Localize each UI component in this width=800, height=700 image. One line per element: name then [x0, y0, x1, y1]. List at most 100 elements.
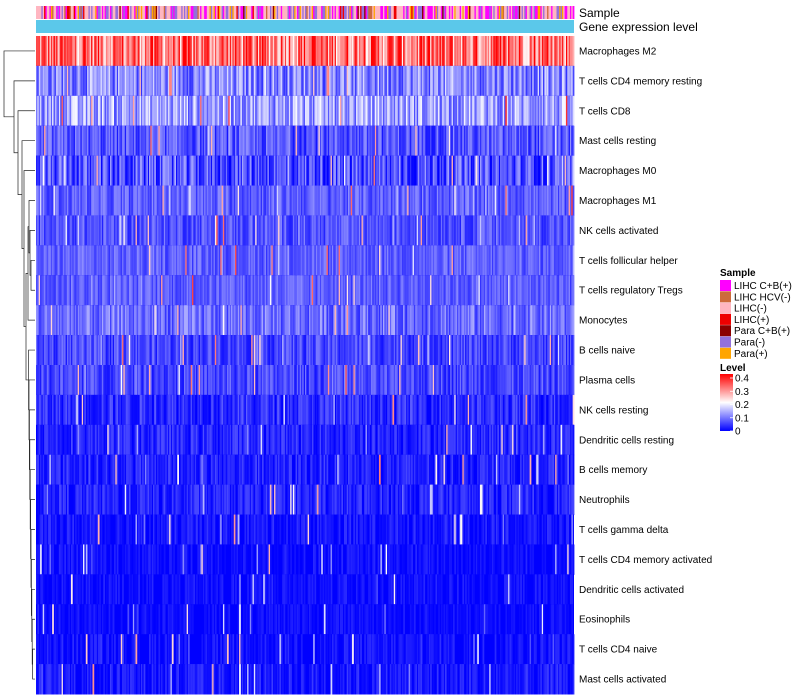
sample-annotation-cell [388, 6, 391, 19]
sample-annotation-cell [481, 6, 483, 19]
row-label: T cells gamma delta [579, 525, 669, 536]
sample-annotation-cell [165, 6, 167, 19]
sample-annotation-cell [93, 6, 96, 19]
sample-annotation-cell [567, 6, 570, 19]
sample-annotation-cell [381, 6, 384, 19]
sample-annotation-cell [438, 6, 440, 19]
sample-annotation-cell [96, 6, 99, 19]
sample-annotation-cell [451, 6, 454, 19]
sample-annotation-cell [338, 6, 341, 19]
sample-annotation-cell [212, 6, 214, 19]
sample-annotation-cell [259, 6, 262, 19]
sample-annotation-cell [409, 6, 412, 19]
sample-annotation-cell [64, 6, 66, 19]
level-legend-title: Level [720, 363, 746, 374]
heatmap-row [36, 185, 575, 216]
sample-annotation-cell [174, 6, 177, 19]
sample-annotation-cell [107, 6, 110, 19]
sample-legend-swatch [720, 336, 731, 348]
sample-annotation-cell [260, 6, 263, 19]
sample-annotation-cell [252, 6, 255, 19]
sample-annotation-cell [187, 6, 190, 19]
sample-annotation-cell [452, 6, 455, 19]
sample-annotation-cell [315, 6, 318, 19]
sample-annotation-cell [118, 6, 120, 19]
sample-annotation-cell [361, 6, 364, 19]
sample-annotation-cell [454, 6, 457, 19]
sample-annotation-cell [87, 6, 89, 19]
sample-annotation-cell [543, 6, 545, 19]
sample-annotation-cell [500, 6, 502, 19]
sample-annotation-cell [322, 6, 325, 19]
sample-annotation-cell [413, 6, 416, 19]
sample-annotation-cell [489, 6, 492, 19]
sample-annotation-cell [350, 6, 353, 19]
sample-annotation-cell [268, 6, 271, 19]
sample-annotation-cell [52, 6, 54, 19]
sample-annotation-cell [513, 6, 516, 19]
sample-annotation-cell [150, 6, 153, 19]
heatmap-row [36, 634, 575, 665]
sample-annotation-cell [475, 6, 478, 19]
sample-annotation-cell [461, 6, 463, 19]
sample-annotation-cell [182, 6, 185, 19]
sample-annotation-cell [446, 6, 448, 19]
heatmap-row [36, 245, 575, 276]
row-label: NK cells resting [579, 405, 648, 416]
sample-annotation-cell [509, 6, 512, 19]
sample-annotation-cell [167, 6, 170, 19]
sample-annotation-cell [337, 6, 340, 19]
sample-annotation-cell [104, 6, 107, 19]
sample-annotation-cell [88, 6, 91, 19]
sample-annotation-cell [241, 6, 244, 19]
sample-annotation-cell [222, 6, 225, 19]
sample-annotation-cell [392, 6, 395, 19]
sample-annotation-cell [201, 6, 204, 19]
sample-annotation-cell [161, 6, 163, 19]
sample-legend-label: Para(-) [734, 338, 765, 349]
level-tick-label: 0.1 [735, 413, 749, 424]
sample-annotation-cell [101, 6, 104, 19]
sample-annotation-cell [142, 6, 144, 19]
sample-annotation-cell [154, 6, 157, 19]
sample-annotation-cell [218, 6, 221, 19]
sample-annotation-cell [444, 6, 447, 19]
sample-annotation-cell [539, 6, 541, 19]
sample-annotation-cell [124, 6, 127, 19]
sample-annotation-cell [372, 6, 374, 19]
sample-annotation-cell [518, 6, 521, 19]
sample-annotation-cell [431, 6, 434, 19]
sample-annotation-cell [264, 6, 267, 19]
sample-annotation-track [36, 6, 575, 19]
sample-annotation-cell [360, 6, 362, 19]
sample-annotation-cell [278, 6, 280, 19]
sample-annotation-cell [48, 6, 50, 19]
sample-annotation-cell [175, 6, 178, 19]
sample-annotation-cell [529, 6, 532, 19]
sample-annotation-cell [79, 6, 81, 19]
sample-annotation-cell [383, 6, 385, 19]
sample-annotation-cell [369, 6, 372, 19]
sample-annotation-cell [552, 6, 555, 19]
sample-annotation-cell [571, 6, 574, 19]
sample-annotation-cell [56, 6, 58, 19]
heatmap-row [36, 664, 575, 695]
level-tick-label: 0 [735, 427, 741, 438]
sample-annotation-cell [555, 6, 557, 19]
sample-annotation-cell [249, 6, 252, 19]
row-label: T cells CD4 memory activated [579, 555, 712, 566]
sample-annotation-cell [393, 6, 396, 19]
sample-annotation-cell [362, 6, 365, 19]
sample-annotation-cell [521, 6, 524, 19]
heatmap-row [36, 424, 575, 456]
sample-annotation-cell [557, 6, 560, 19]
sample-annotation-cell [450, 6, 453, 19]
sample-annotation-cell [155, 6, 158, 19]
sample-annotation-cell [522, 6, 525, 19]
row-label: Dendritic cells resting [579, 435, 674, 446]
sample-annotation-cell [143, 6, 146, 19]
gene-expression-bar [36, 20, 574, 33]
sample-annotation-cell [46, 6, 49, 19]
sample-annotation-cell [520, 6, 522, 19]
sample-annotation-cell [490, 6, 493, 19]
